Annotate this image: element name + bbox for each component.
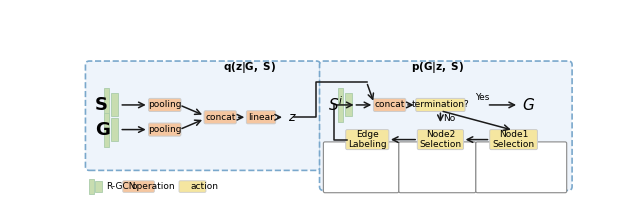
Text: concat: concat: [205, 113, 236, 122]
FancyBboxPatch shape: [416, 98, 465, 112]
Text: G: G: [95, 121, 109, 139]
Text: action: action: [191, 182, 219, 191]
FancyBboxPatch shape: [319, 61, 572, 191]
Text: $\mathbf{p(G|z,\ S)}$: $\mathbf{p(G|z,\ S)}$: [411, 60, 464, 75]
FancyBboxPatch shape: [148, 123, 181, 136]
Bar: [111, 93, 118, 116]
Bar: [104, 88, 109, 122]
Text: pooling: pooling: [148, 101, 182, 109]
Text: termination?: termination?: [412, 101, 469, 109]
Bar: [345, 93, 352, 116]
Text: R-GCN: R-GCN: [106, 182, 136, 191]
FancyBboxPatch shape: [246, 111, 276, 124]
FancyBboxPatch shape: [323, 142, 399, 193]
FancyBboxPatch shape: [373, 98, 406, 112]
Bar: [104, 113, 109, 147]
Text: concat: concat: [374, 101, 404, 109]
Text: S: S: [95, 96, 108, 114]
FancyBboxPatch shape: [346, 130, 389, 150]
Text: Edge
Labeling: Edge Labeling: [348, 130, 387, 149]
FancyBboxPatch shape: [417, 130, 463, 150]
Text: Node1
Selection: Node1 Selection: [493, 130, 534, 149]
FancyBboxPatch shape: [123, 181, 154, 192]
FancyBboxPatch shape: [399, 142, 476, 193]
Text: Yes: Yes: [475, 93, 489, 102]
FancyBboxPatch shape: [204, 111, 236, 124]
FancyBboxPatch shape: [86, 61, 320, 170]
FancyBboxPatch shape: [476, 142, 566, 193]
Text: $\mathbf{\mathit{z}}$: $\mathbf{\mathit{z}}$: [288, 111, 297, 124]
Bar: [95, 181, 102, 192]
FancyBboxPatch shape: [148, 98, 181, 112]
Text: Node2
Selection: Node2 Selection: [419, 130, 461, 149]
Text: pooling: pooling: [148, 125, 182, 134]
Bar: [338, 88, 344, 122]
FancyBboxPatch shape: [490, 130, 538, 150]
Text: operation: operation: [131, 182, 175, 191]
Text: $S^i$: $S^i$: [328, 95, 344, 114]
Text: $\mathbf{\mathit{G}}$: $\mathbf{\mathit{G}}$: [522, 97, 535, 113]
Bar: [90, 179, 94, 194]
Text: No: No: [444, 114, 456, 123]
Text: $\mathbf{q(z|G,\ S)}$: $\mathbf{q(z|G,\ S)}$: [223, 60, 276, 75]
Bar: [111, 118, 118, 141]
FancyBboxPatch shape: [179, 181, 206, 192]
Text: linear: linear: [248, 113, 274, 122]
